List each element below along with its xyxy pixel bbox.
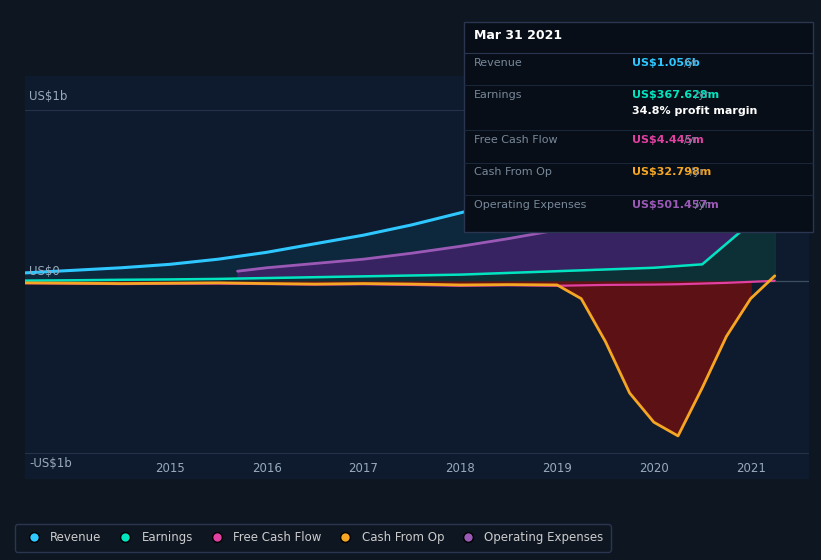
Text: Earnings: Earnings — [474, 90, 522, 100]
Text: US$4.445m: US$4.445m — [632, 135, 704, 145]
Text: Free Cash Flow: Free Cash Flow — [474, 135, 557, 145]
Text: /yr: /yr — [695, 90, 709, 100]
Legend: Revenue, Earnings, Free Cash Flow, Cash From Op, Operating Expenses: Revenue, Earnings, Free Cash Flow, Cash … — [15, 524, 611, 552]
Text: Revenue: Revenue — [474, 58, 522, 68]
Text: -US$1b: -US$1b — [30, 457, 72, 470]
Text: US$367.628m: US$367.628m — [632, 90, 719, 100]
Text: US$32.798m: US$32.798m — [632, 167, 712, 178]
Text: /yr: /yr — [684, 58, 699, 68]
Text: Cash From Op: Cash From Op — [474, 167, 552, 178]
Text: US$1.056b: US$1.056b — [632, 58, 700, 68]
Text: 2016: 2016 — [252, 463, 282, 475]
Text: 2019: 2019 — [542, 463, 572, 475]
Text: US$501.457m: US$501.457m — [632, 200, 719, 210]
Text: Mar 31 2021: Mar 31 2021 — [474, 29, 562, 42]
Text: /yr: /yr — [695, 200, 709, 210]
Text: Operating Expenses: Operating Expenses — [474, 200, 586, 210]
Text: 2017: 2017 — [348, 463, 378, 475]
Text: 34.8% profit margin: 34.8% profit margin — [632, 106, 758, 116]
Text: 2015: 2015 — [155, 463, 185, 475]
Text: 2021: 2021 — [736, 463, 765, 475]
Text: 2018: 2018 — [445, 463, 475, 475]
Text: 2020: 2020 — [639, 463, 668, 475]
Text: /yr: /yr — [690, 167, 704, 178]
Text: US$1b: US$1b — [30, 90, 68, 103]
Text: /yr: /yr — [684, 135, 699, 145]
Text: US$0: US$0 — [30, 265, 60, 278]
